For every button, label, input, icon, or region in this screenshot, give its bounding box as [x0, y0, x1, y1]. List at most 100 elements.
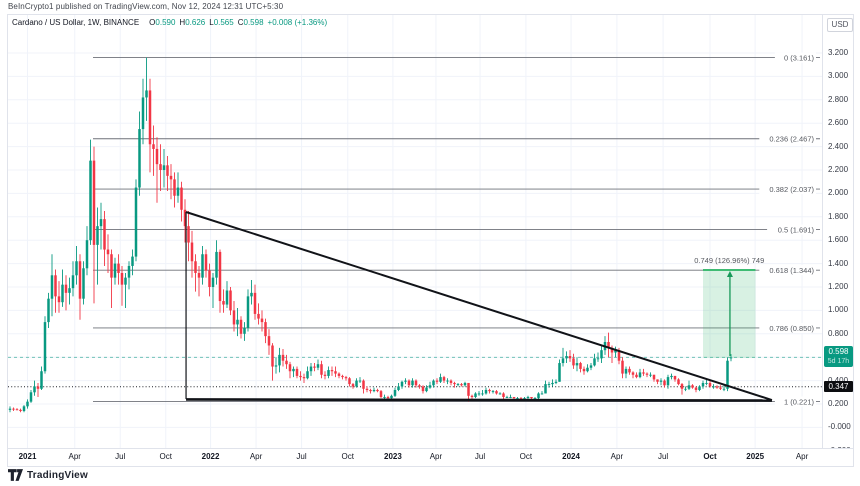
candle[interactable]: [173, 172, 176, 208]
candle[interactable]: [505, 395, 509, 399]
candlestick-chart[interactable]: 0.749 (126.96%) 749 0 (3.161) 0.236 (2.467…: [8, 15, 822, 448]
candle[interactable]: [558, 359, 561, 382]
candle[interactable]: [407, 379, 411, 388]
candle[interactable]: [12, 407, 15, 412]
candle[interactable]: [341, 374, 344, 380]
candle[interactable]: [638, 368, 642, 379]
candle[interactable]: [246, 289, 250, 332]
candle[interactable]: [547, 381, 551, 388]
candle[interactable]: [421, 385, 425, 394]
candle[interactable]: [551, 379, 554, 387]
candle[interactable]: [680, 382, 684, 395]
candle[interactable]: [435, 378, 439, 385]
candle[interactable]: [250, 279, 253, 305]
candle[interactable]: [285, 354, 288, 369]
candle[interactable]: [330, 366, 334, 376]
candle[interactable]: [582, 366, 586, 375]
candle[interactable]: [687, 380, 691, 390]
candle[interactable]: [659, 378, 663, 386]
candle[interactable]: [705, 379, 708, 386]
candle[interactable]: [110, 249, 113, 309]
candle[interactable]: [127, 261, 131, 290]
candle[interactable]: [243, 322, 246, 341]
candle[interactable]: [428, 381, 432, 389]
candle[interactable]: [201, 246, 204, 285]
candle[interactable]: [232, 301, 236, 332]
candle[interactable]: [467, 382, 470, 402]
candle[interactable]: [495, 389, 498, 395]
candle[interactable]: [40, 366, 43, 390]
candle[interactable]: [50, 254, 54, 317]
candle[interactable]: [131, 249, 134, 276]
candle[interactable]: [628, 366, 631, 375]
candle[interactable]: [456, 382, 460, 387]
candle[interactable]: [729, 354, 733, 362]
projection-box[interactable]: [703, 270, 756, 359]
candle[interactable]: [148, 78, 152, 173]
currency-toggle[interactable]: USD: [827, 18, 853, 32]
candle[interactable]: [236, 308, 239, 337]
candle[interactable]: [411, 378, 414, 388]
candle[interactable]: [498, 392, 502, 395]
candle[interactable]: [159, 144, 162, 192]
candle[interactable]: [215, 240, 218, 285]
candle[interactable]: [652, 374, 656, 382]
candle[interactable]: [281, 349, 285, 367]
candle[interactable]: [509, 394, 512, 399]
candle[interactable]: [575, 357, 579, 372]
candle[interactable]: [225, 281, 229, 309]
candle[interactable]: [253, 284, 257, 320]
candle[interactable]: [117, 254, 120, 285]
candle[interactable]: [264, 318, 267, 344]
candle[interactable]: [579, 361, 582, 373]
candle[interactable]: [460, 382, 463, 387]
candle[interactable]: [292, 366, 295, 378]
candle[interactable]: [607, 332, 610, 358]
candle[interactable]: [400, 380, 404, 389]
candle[interactable]: [162, 148, 166, 188]
candle[interactable]: [719, 385, 722, 390]
candle[interactable]: [715, 385, 719, 389]
candle[interactable]: [446, 378, 449, 385]
candle[interactable]: [54, 269, 57, 313]
candle[interactable]: [295, 366, 299, 379]
candle[interactable]: [404, 378, 407, 385]
candle[interactable]: [418, 384, 421, 389]
candle[interactable]: [691, 384, 694, 389]
candle[interactable]: [320, 360, 323, 379]
candle[interactable]: [554, 379, 558, 385]
candle[interactable]: [229, 287, 232, 316]
candle[interactable]: [442, 375, 446, 383]
candle[interactable]: [29, 389, 33, 403]
candle[interactable]: [614, 346, 617, 358]
candle[interactable]: [64, 275, 68, 311]
triangle-resistance-line[interactable]: [185, 211, 773, 401]
candle[interactable]: [537, 392, 540, 400]
candle[interactable]: [463, 381, 467, 387]
candle[interactable]: [176, 172, 180, 203]
candle[interactable]: [155, 137, 159, 203]
candle[interactable]: [288, 361, 292, 379]
candle[interactable]: [218, 249, 222, 313]
candle[interactable]: [271, 343, 274, 381]
candle[interactable]: [8, 406, 12, 413]
candle[interactable]: [334, 366, 337, 378]
candle[interactable]: [355, 378, 358, 388]
candle[interactable]: [432, 379, 435, 388]
candle[interactable]: [621, 357, 624, 379]
candle[interactable]: [166, 155, 169, 192]
candle[interactable]: [453, 381, 456, 388]
candle[interactable]: [239, 316, 243, 339]
candle[interactable]: [43, 316, 47, 374]
candle[interactable]: [96, 207, 99, 285]
candle[interactable]: [474, 392, 477, 399]
candle[interactable]: [152, 125, 155, 176]
candle[interactable]: [635, 372, 638, 379]
candle[interactable]: [484, 387, 488, 395]
candle[interactable]: [624, 366, 628, 379]
candle[interactable]: [470, 394, 474, 400]
candle[interactable]: [586, 364, 589, 373]
candle[interactable]: [316, 359, 320, 371]
candle[interactable]: [134, 179, 138, 262]
chart-plot-area[interactable]: 0.749 (126.96%) 749 0 (3.161) 0.236 (2.467…: [8, 15, 822, 448]
